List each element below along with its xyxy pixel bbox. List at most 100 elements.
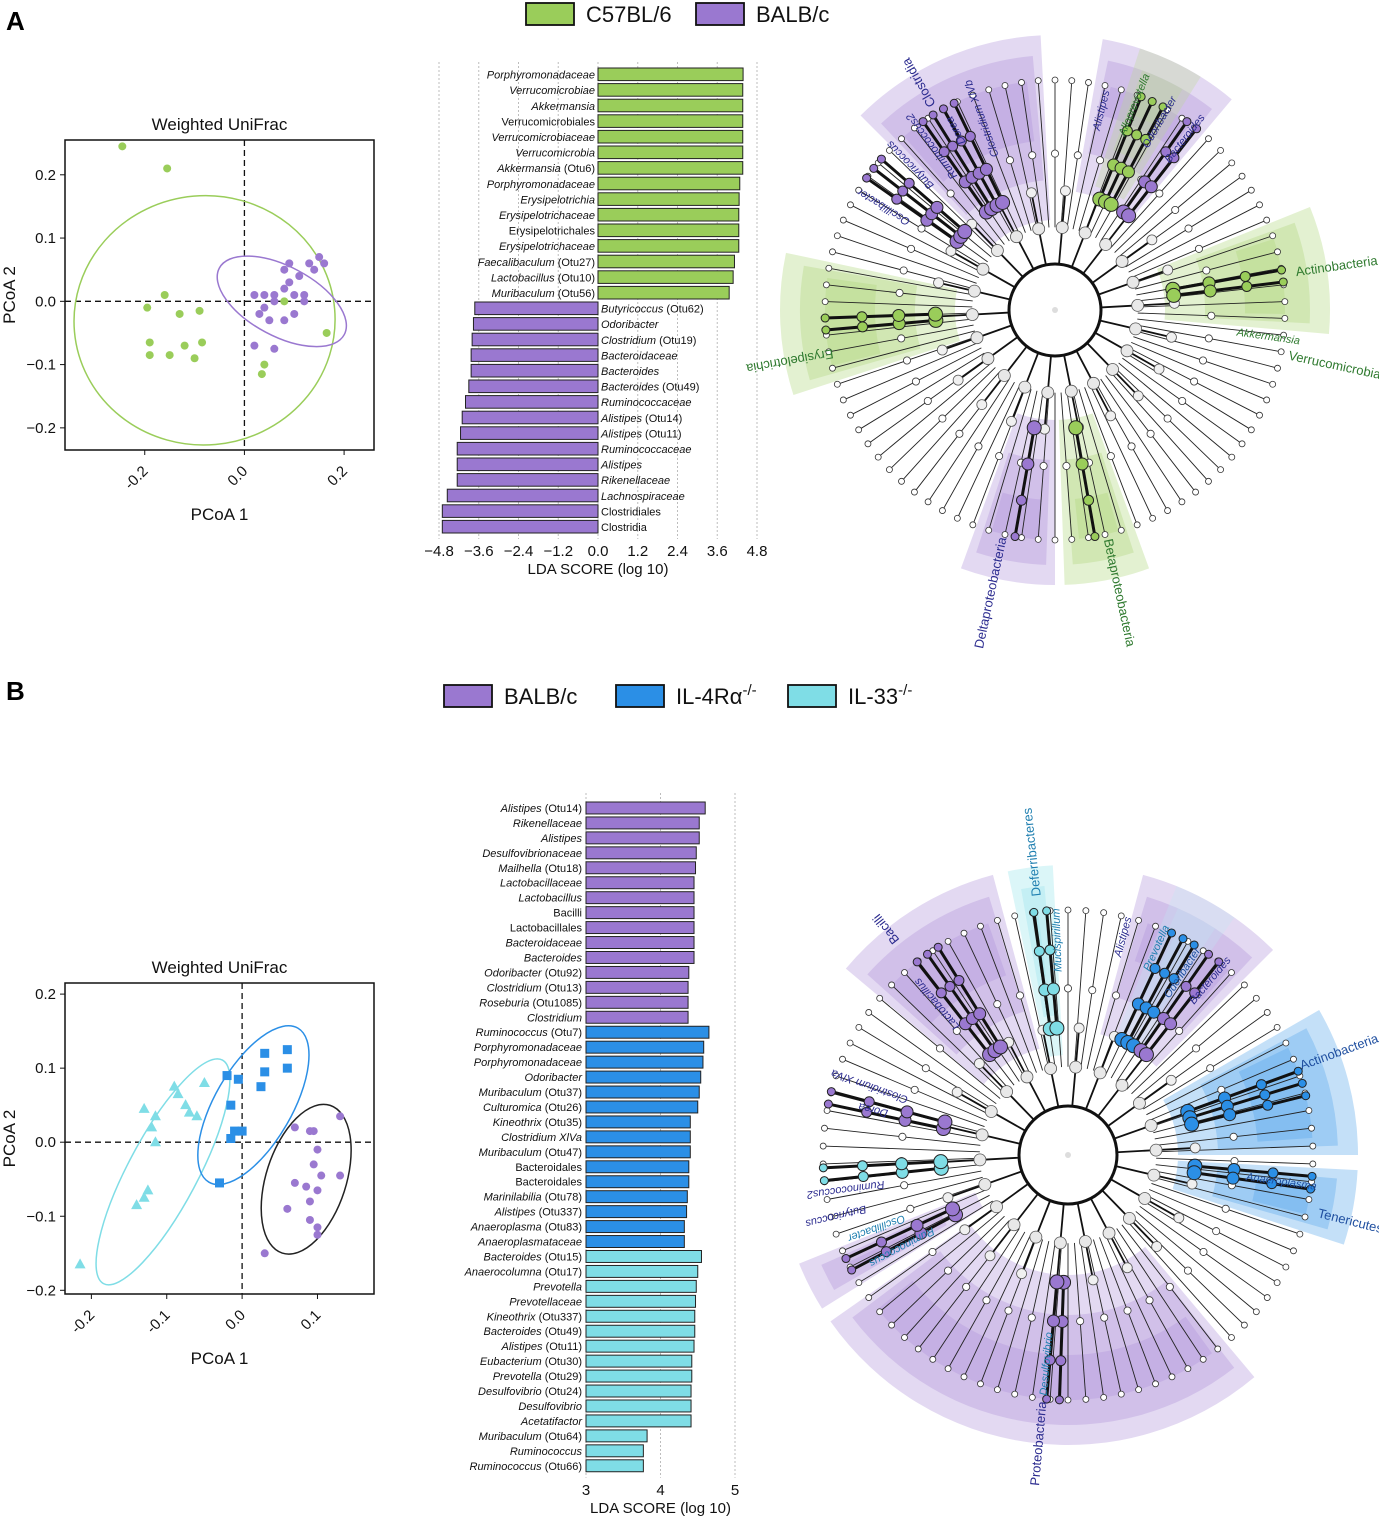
- bar-label-taxon: Clostridiales: [601, 506, 661, 518]
- tree-branch: [1086, 915, 1122, 1070]
- tree-node: [1093, 1066, 1107, 1080]
- clade-highlight: [960, 413, 1055, 585]
- enriched-node: [1182, 117, 1192, 127]
- bar: [456, 457, 599, 472]
- enriched-node: [1214, 957, 1224, 967]
- tree-branch: [1060, 80, 1073, 228]
- tree-branch: [1134, 330, 1278, 369]
- enriched-branch: [1139, 953, 1210, 1052]
- enriched-node: [857, 321, 869, 333]
- legend-label: BALB/c: [756, 2, 829, 27]
- bar-label: Bacteroidales: [515, 1162, 582, 1174]
- tree-node: [1186, 1178, 1198, 1190]
- enriched-node: [1297, 1078, 1307, 1088]
- bar-label: Kineothrix (Otu35): [493, 1117, 582, 1129]
- data-point: [149, 1136, 161, 1147]
- bar-label-taxon: Mailhella: [498, 863, 541, 875]
- tree-root: [1052, 307, 1058, 313]
- tree-leaf: [969, 91, 977, 99]
- tree-leaf: [839, 396, 847, 404]
- tree-node: [993, 1000, 1002, 1009]
- tree-node: [995, 452, 1004, 461]
- bar-label-otu: (Otu14): [542, 803, 582, 815]
- tree-leaf: [944, 937, 952, 945]
- bar-label-taxon: Odoribacter: [525, 1072, 584, 1084]
- bar-label-taxon: Bacteroides: [484, 1326, 543, 1338]
- y-tick-label: −0.1: [26, 357, 56, 374]
- bar-label-taxon: Prevotellaceae: [509, 1296, 582, 1308]
- tree-leaf: [1100, 909, 1108, 917]
- enriched-branch: [1032, 912, 1052, 1030]
- tree-leaf: [1085, 79, 1092, 86]
- enriched-node: [957, 224, 973, 240]
- enriched-node: [979, 162, 993, 176]
- bar-label-otu: (Otu337): [536, 1207, 582, 1219]
- tree-node: [1078, 226, 1092, 240]
- bar: [597, 239, 740, 253]
- tree-node: [1016, 991, 1025, 1000]
- legend-superscript: -/-: [743, 682, 757, 699]
- bar-label: Prevotellaceae: [509, 1296, 582, 1308]
- tree-branch: [972, 95, 1026, 233]
- legend-label: IL-4Rα-/-: [676, 682, 757, 709]
- tree-node: [982, 1296, 991, 1305]
- data-point: [313, 1145, 322, 1154]
- bar-label-taxon: Alistipes: [540, 833, 582, 845]
- bar-label-taxon: Ruminococcus: [476, 1027, 549, 1039]
- tree-leaf: [855, 1279, 863, 1287]
- bar-label-taxon: Clostridium: [601, 335, 656, 347]
- tree-node: [1165, 1074, 1177, 1086]
- bar-label-taxon: Bacteroidaceae: [601, 350, 677, 362]
- bar-label-taxon: Desulfovibrionaceae: [482, 848, 582, 860]
- enriched-node: [841, 1254, 851, 1264]
- bar: [597, 114, 744, 128]
- bar-label-taxon: Bacilli: [553, 908, 582, 920]
- tree-node: [938, 414, 947, 423]
- clade-highlight: [891, 923, 1007, 1024]
- tree-node: [1146, 234, 1158, 246]
- tree-branch: [1137, 301, 1285, 308]
- cladogram-label: Butyricoccus: [804, 1203, 868, 1230]
- enriched-branch: [825, 312, 936, 320]
- enriched-node: [933, 942, 943, 952]
- bar: [597, 270, 734, 284]
- enriched-node: [1306, 1184, 1316, 1194]
- tree-node: [965, 308, 979, 321]
- bar-label: Akkermansia (Otu6): [496, 163, 595, 175]
- y-tick-label: −0.2: [26, 420, 56, 437]
- tree-branch: [889, 150, 996, 253]
- plot-area: [65, 140, 374, 450]
- bar-label-otu: (Otu18): [542, 863, 582, 875]
- data-point: [226, 1134, 236, 1143]
- tree-leaf: [1252, 1308, 1260, 1316]
- tree-branch: [956, 384, 1021, 519]
- confidence-ellipse: [260, 1103, 352, 1255]
- bar-label: Erysipelotrichaceae: [499, 241, 595, 253]
- enriched-node: [1166, 287, 1182, 303]
- y-tick-label: 0.1: [35, 1060, 56, 1077]
- bar: [585, 1085, 700, 1099]
- bar: [585, 906, 695, 920]
- bar-label-otu: (Otu10): [555, 272, 595, 284]
- tree-node: [1199, 1247, 1208, 1256]
- enriched-node: [1147, 1005, 1161, 1019]
- bar: [468, 379, 599, 394]
- tree-branch: [1146, 1042, 1287, 1116]
- bar-label-otu: (Otu29): [542, 1371, 582, 1383]
- tree-leaf: [1051, 76, 1059, 84]
- bar-label-taxon: Marinilabilia: [484, 1192, 542, 1204]
- x-tick-label: 4.8: [747, 543, 768, 560]
- bar-label: Lactobacillaceae: [500, 878, 582, 890]
- x-tick-label: 5: [731, 1482, 739, 1499]
- bar-label-taxon: Lactobacillus: [518, 893, 582, 905]
- bar-label-taxon: Muribaculum: [492, 288, 555, 300]
- tree-node: [895, 288, 904, 297]
- cladogram-label: Mucispirillum: [1050, 908, 1064, 972]
- tree-node: [952, 1026, 961, 1035]
- tree-node: [1029, 1230, 1043, 1244]
- enriched-node: [944, 980, 956, 992]
- tree-node: [1144, 1119, 1158, 1132]
- tree-node: [1106, 363, 1120, 376]
- enriched-branch: [1194, 1164, 1313, 1178]
- enriched-branch: [1120, 932, 1173, 1041]
